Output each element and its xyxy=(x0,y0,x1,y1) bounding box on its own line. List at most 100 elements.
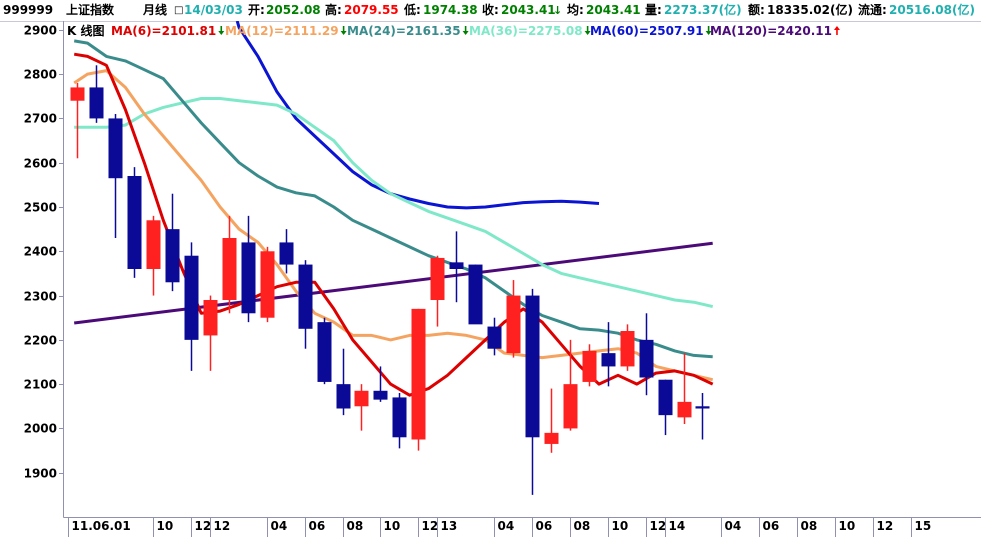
candle-body xyxy=(430,257,445,300)
candlesticks xyxy=(70,65,710,495)
down-arrow-icon xyxy=(218,26,225,35)
candle-down xyxy=(392,393,407,449)
candle-body xyxy=(89,87,104,119)
x-tick-label: 06 xyxy=(309,519,326,533)
low-value: 1974.38 xyxy=(423,3,478,17)
candle-down xyxy=(695,393,710,440)
x-tick-label: 12 xyxy=(422,519,439,533)
amount-value: 18335.02(亿) xyxy=(767,3,853,17)
candle-body xyxy=(222,238,237,300)
x-tick-label: 11.06.01 xyxy=(72,519,131,533)
candle-body xyxy=(317,322,332,382)
volume-label: 量: xyxy=(645,3,662,17)
avg-value: 2043.41 xyxy=(586,3,641,17)
ma60-line xyxy=(235,21,600,210)
x-tick-label: 08 xyxy=(574,519,591,533)
candle-body xyxy=(695,406,710,409)
chart-legend: K 线图 MA(6)=2101.81 MA(12)=2111.29 MA(24)=21… xyxy=(67,23,840,38)
close-label: 收: xyxy=(482,3,499,17)
x-tick-label: 15 xyxy=(915,519,932,533)
candle-down xyxy=(317,317,332,385)
y-tick-label: 2400 xyxy=(24,245,57,259)
open-value: 2052.08 xyxy=(266,3,321,17)
candle-body xyxy=(468,264,483,325)
candle-down xyxy=(108,114,123,238)
candle-body xyxy=(127,176,142,269)
y-tick-label: 2700 xyxy=(24,112,57,126)
candle-body xyxy=(658,379,673,416)
candle-down xyxy=(279,229,294,274)
amount-label: 额: xyxy=(748,3,765,17)
kline-legend-label: K 线图 xyxy=(67,23,104,38)
candle-body xyxy=(582,350,597,382)
ma24-line xyxy=(73,39,713,359)
candle-body xyxy=(373,390,388,400)
y-tick-label: 2200 xyxy=(24,334,57,348)
candle-body xyxy=(411,308,426,440)
candle-up xyxy=(222,215,237,314)
arrow-head xyxy=(705,31,712,35)
x-tick-label: 04 xyxy=(498,519,515,533)
down-arrow-icon xyxy=(340,26,347,35)
up-arrow-icon xyxy=(833,26,840,35)
float-label: 流通: xyxy=(858,3,887,17)
candle-up xyxy=(677,353,692,424)
ma24-legend-label: MA(24)=2161.35 xyxy=(347,24,461,38)
ma120-line xyxy=(74,241,713,325)
down-arrow-icon xyxy=(705,26,712,35)
candle-down xyxy=(658,379,673,436)
y-tick-label: 2500 xyxy=(24,201,57,215)
candle-body xyxy=(165,229,180,283)
arrow-head xyxy=(462,31,469,35)
candle-body xyxy=(203,300,218,336)
candle-up xyxy=(430,255,445,327)
y-tick-label: 2600 xyxy=(24,157,57,171)
y-tick-label: 2000 xyxy=(24,422,57,436)
candle-down xyxy=(601,322,616,387)
ma6-legend-label: MA(6)=2101.81 xyxy=(111,24,216,38)
y-tick-label: 2900 xyxy=(24,24,57,38)
x-tick-label: 06 xyxy=(536,519,553,533)
candle-up xyxy=(354,384,369,431)
candle-down xyxy=(639,313,654,396)
candle-body xyxy=(184,255,199,340)
candle-body xyxy=(108,118,123,179)
x-tick-label: 08 xyxy=(801,519,818,533)
x-tick-label: 08 xyxy=(347,519,364,533)
candle-up xyxy=(563,339,578,431)
x-tick-label: 12 xyxy=(650,519,667,533)
y-tick-label: 2800 xyxy=(24,68,57,82)
close-down-arrow-icon: ↓ xyxy=(553,4,563,17)
avg-label: 均: xyxy=(567,3,584,17)
volume-value: 2273.37(亿) xyxy=(664,3,742,17)
candle-up xyxy=(260,246,275,323)
ma36-legend-label: MA(36)=2275.08 xyxy=(469,24,583,38)
candle-down xyxy=(373,366,388,402)
period-menu-icon[interactable]: □ xyxy=(174,5,184,16)
candle-body xyxy=(336,384,351,409)
ma60-legend-label: MA(60)=2507.91 xyxy=(590,24,704,38)
candle-down xyxy=(241,215,256,323)
x-tick-label: 06 xyxy=(763,519,780,533)
candle-body xyxy=(506,295,521,354)
x-tick-label: 04 xyxy=(271,519,288,533)
x-tick-label: 10 xyxy=(612,519,629,533)
candle-body xyxy=(279,242,294,265)
quote-bar: 999999 上证指数 月线 □ 14/03/03 开: 2052.08 高: … xyxy=(0,0,981,22)
y-tick-label: 1900 xyxy=(24,467,57,481)
high-label: 高: xyxy=(325,3,342,17)
candle-down xyxy=(487,317,502,356)
arrow-head xyxy=(340,31,347,35)
period-label[interactable]: 月线 xyxy=(143,3,168,17)
moving-average-lines xyxy=(73,21,714,397)
kline-chart[interactable]: 1900 2000 2100 2200 2300 2400 2500 2600 2700 2800… xyxy=(0,21,981,537)
candle-down xyxy=(89,65,104,123)
low-label: 低: xyxy=(404,3,421,17)
stock-code: 999999 xyxy=(3,3,54,17)
candle-body xyxy=(620,331,635,367)
candle-up xyxy=(506,280,521,358)
candle-down xyxy=(449,231,464,303)
candle-down xyxy=(184,242,199,371)
candle-body xyxy=(487,326,502,349)
candle-body xyxy=(601,353,616,367)
